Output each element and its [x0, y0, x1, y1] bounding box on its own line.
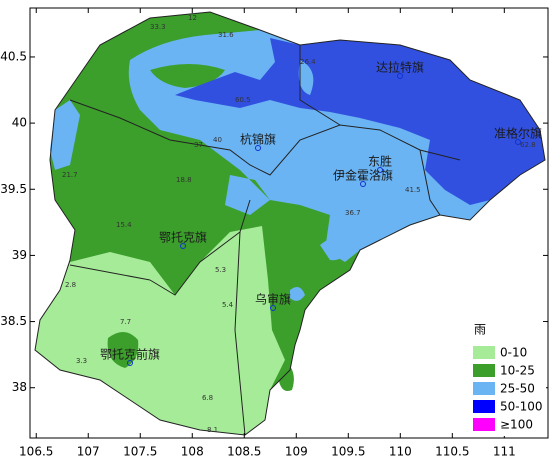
region-0-10: [35, 226, 285, 435]
y-tick-label: 39.5: [0, 182, 27, 196]
y-tick-label: 40: [12, 116, 27, 130]
place-marker: [270, 305, 276, 311]
place-marker: [377, 167, 383, 173]
region-25-50: [320, 238, 348, 261]
place-label: 乌审旗: [255, 292, 291, 307]
x-tick-label: 109: [285, 445, 308, 459]
station-value: 15.4: [116, 221, 132, 229]
station-value: 31.6: [218, 31, 234, 39]
station-value: 2.8: [65, 281, 76, 289]
station-value: 33.3: [150, 23, 166, 31]
legend-label: 50-100: [500, 400, 543, 414]
legend-swatch: [473, 400, 495, 413]
station-value: 41.5: [405, 186, 421, 194]
legend-title: 雨: [474, 323, 486, 337]
legend-box: [468, 322, 546, 436]
station-value: 12: [188, 14, 197, 22]
region-25-50: [298, 60, 314, 95]
place-label: 伊金霍洛旗: [333, 168, 393, 183]
station-value: 37: [194, 141, 203, 149]
legend-label: 0-10: [500, 346, 527, 360]
y-tick-label: 38.5: [0, 314, 27, 328]
station-value: 18.8: [176, 176, 192, 184]
x-tick-label: 111: [493, 445, 516, 459]
place-label: 鄂托克前旗: [100, 347, 160, 362]
boundaries: [34, 11, 546, 436]
region-25-50: [290, 286, 305, 301]
x-tick-label: 107: [77, 445, 100, 459]
station-value: 26.4: [300, 58, 316, 66]
x-tick-label: 108.5: [227, 445, 261, 459]
x-tick-label: 110: [389, 445, 412, 459]
station-value: 5.3: [215, 266, 226, 274]
station-value: 60.5: [235, 96, 251, 104]
place-marker: [515, 139, 521, 145]
region-10-25: [107, 331, 139, 368]
x-tick-label: 109.5: [331, 445, 365, 459]
station-value: 8.1: [207, 426, 218, 434]
legend-label: ≥100: [500, 418, 533, 432]
place-marker: [255, 145, 261, 151]
x-tick-label: 106.5: [19, 445, 53, 459]
x-tick-label: 107.5: [123, 445, 157, 459]
station-value: 62.8: [520, 141, 536, 149]
place-label: 东胜: [368, 154, 392, 169]
station-value: 40: [213, 136, 222, 144]
y-tick-label: 40.5: [0, 49, 27, 63]
station-value: 3.3: [76, 357, 87, 365]
y-tick-label: 39: [12, 248, 27, 262]
legend-swatch: [473, 382, 495, 395]
station-value: 21.7: [62, 171, 78, 179]
legend-swatch: [473, 418, 495, 431]
x-tick-label: 110.5: [435, 445, 469, 459]
region-10-25: [278, 360, 294, 391]
region-50-100: [175, 38, 545, 205]
place-marker: [397, 73, 403, 79]
legend-label: 25-50: [500, 382, 535, 396]
x-tick-label: 108: [181, 445, 204, 459]
place-label: 达拉特旗: [376, 60, 424, 75]
frame: [29, 7, 549, 439]
legend-swatch: [473, 364, 495, 377]
place-marker: [180, 243, 186, 249]
place-marker: [360, 181, 366, 187]
place-label: 鄂托克旗: [159, 230, 207, 245]
station-value: 6.8: [202, 394, 213, 402]
region-10-25: [150, 64, 225, 88]
station-value: 36.7: [345, 209, 361, 217]
place-label: 杭锦旗: [240, 132, 276, 147]
y-tick-label: 38: [12, 380, 27, 394]
legend: 雨 0-10 10-25 25-50 50-100 ≥100: [468, 322, 546, 436]
place-marker: [127, 360, 133, 366]
legend-swatch: [473, 346, 495, 359]
station-value: 5.4: [222, 301, 234, 309]
legend-label: 10-25: [500, 364, 535, 378]
place-label: 准格尔旗: [494, 126, 542, 141]
region-25-50: [50, 100, 80, 170]
station-value: 7.7: [120, 318, 131, 326]
